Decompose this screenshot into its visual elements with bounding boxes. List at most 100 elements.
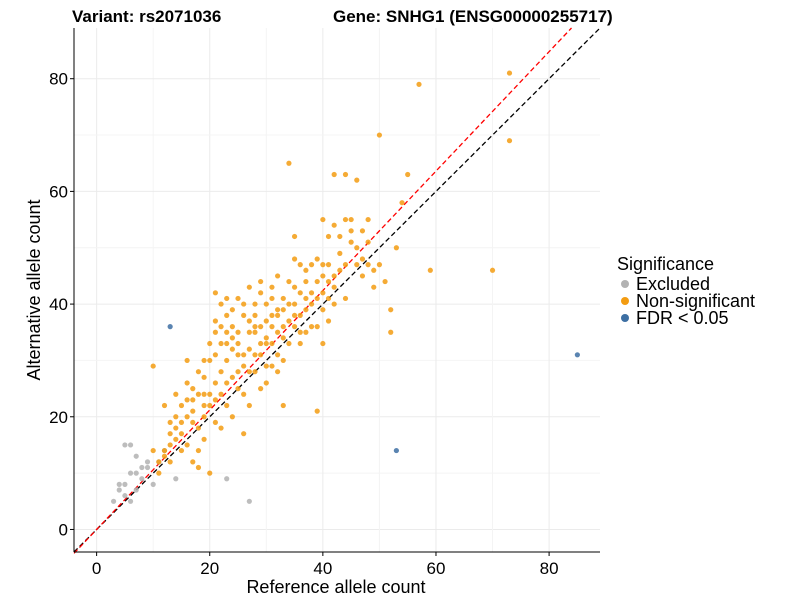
- point-non-significant: [201, 391, 207, 397]
- y-axis-title: Alternative allele count: [24, 199, 44, 380]
- point-non-significant: [303, 307, 309, 313]
- point-non-significant: [207, 470, 213, 476]
- point-non-significant: [269, 363, 275, 369]
- point-non-significant: [337, 233, 343, 240]
- point-excluded: [144, 464, 151, 471]
- legend-swatch-excluded: [621, 280, 629, 288]
- point-non-significant: [314, 408, 320, 414]
- point-non-significant: [354, 262, 360, 268]
- point-non-significant: [297, 340, 303, 347]
- point-non-significant: [314, 256, 320, 262]
- point-non-significant: [291, 233, 298, 240]
- point-non-significant: [280, 335, 286, 341]
- point-non-significant: [286, 301, 292, 307]
- point-non-significant: [314, 324, 320, 330]
- point-non-significant: [207, 402, 213, 409]
- x-axis-title: Reference allele count: [246, 577, 425, 597]
- point-non-significant: [246, 318, 252, 324]
- point-non-significant: [246, 284, 252, 290]
- point-non-significant: [291, 256, 298, 262]
- point-non-significant: [212, 352, 218, 358]
- point-non-significant: [167, 459, 173, 465]
- point-non-significant: [320, 290, 326, 296]
- axes: 0 20 40 60 80 0 20 40 60 80: [49, 28, 600, 578]
- point-non-significant: [212, 318, 218, 324]
- point-non-significant: [359, 228, 366, 234]
- point-non-significant: [320, 262, 326, 268]
- point-non-significant: [303, 295, 309, 302]
- point-non-significant: [269, 284, 275, 290]
- point-excluded: [110, 498, 117, 504]
- point-non-significant: [331, 171, 337, 178]
- point-excluded: [127, 470, 134, 476]
- point-excluded: [122, 442, 128, 448]
- point-non-significant: [207, 357, 213, 364]
- point-non-significant: [218, 340, 224, 347]
- point-non-significant: [229, 324, 235, 330]
- point-non-significant: [184, 442, 190, 448]
- point-non-significant: [190, 386, 196, 392]
- point-non-significant: [348, 239, 354, 245]
- point-non-significant: [241, 363, 247, 369]
- legend: Significance Excluded Non-significant FD…: [617, 254, 755, 328]
- point-non-significant: [246, 329, 252, 335]
- point-non-significant: [212, 380, 218, 386]
- point-non-significant: [388, 329, 394, 335]
- point-non-significant: [218, 369, 224, 375]
- point-fdr-0-05: [393, 447, 399, 454]
- point-non-significant: [161, 453, 168, 459]
- point-non-significant: [269, 324, 275, 330]
- point-non-significant: [427, 267, 433, 273]
- chart-title-gene: Gene: SNHG1 (ENSG00000255717): [333, 7, 613, 26]
- chart-title-variant: Variant: rs2071036: [72, 7, 221, 26]
- point-non-significant: [207, 391, 213, 397]
- point-non-significant: [286, 160, 292, 166]
- x-tick-label: 40: [313, 559, 332, 578]
- legend-swatch-non-significant: [621, 297, 629, 305]
- point-non-significant: [173, 436, 179, 442]
- point-excluded: [133, 470, 139, 476]
- point-non-significant: [297, 290, 303, 296]
- point-non-significant: [308, 262, 315, 268]
- point-non-significant: [201, 374, 207, 380]
- point-non-significant: [156, 470, 162, 476]
- point-non-significant: [371, 284, 377, 290]
- x-tick-label: 0: [92, 559, 101, 578]
- point-non-significant: [331, 301, 337, 307]
- legend-swatch-fdr: [621, 314, 629, 322]
- point-non-significant: [263, 363, 269, 369]
- point-non-significant: [314, 278, 320, 285]
- point-non-significant: [275, 312, 281, 318]
- point-non-significant: [224, 312, 230, 318]
- point-non-significant: [218, 301, 224, 307]
- point-non-significant: [280, 402, 286, 409]
- point-non-significant: [195, 369, 202, 375]
- point-non-significant: [269, 340, 275, 347]
- point-non-significant: [393, 245, 399, 251]
- point-non-significant: [195, 464, 202, 471]
- point-non-significant: [399, 200, 405, 206]
- x-tick-label: 60: [427, 559, 446, 578]
- point-non-significant: [388, 307, 394, 313]
- point-non-significant: [167, 419, 173, 426]
- point-non-significant: [337, 267, 343, 273]
- point-non-significant: [342, 262, 349, 268]
- point-non-significant: [184, 357, 190, 364]
- point-non-significant: [235, 352, 241, 358]
- point-non-significant: [263, 335, 269, 341]
- point-non-significant: [229, 374, 235, 380]
- point-non-significant: [320, 216, 326, 223]
- point-non-significant: [235, 386, 241, 392]
- point-excluded: [127, 442, 134, 448]
- point-non-significant: [235, 369, 241, 375]
- point-non-significant: [291, 324, 298, 330]
- point-fdr-0-05: [574, 352, 580, 358]
- y-tick-label: 40: [49, 295, 68, 314]
- point-non-significant: [325, 295, 332, 302]
- point-excluded: [116, 481, 122, 487]
- point-excluded: [122, 493, 128, 499]
- point-non-significant: [150, 363, 156, 369]
- point-non-significant: [241, 301, 247, 307]
- point-non-significant: [371, 267, 377, 273]
- point-non-significant: [218, 391, 224, 397]
